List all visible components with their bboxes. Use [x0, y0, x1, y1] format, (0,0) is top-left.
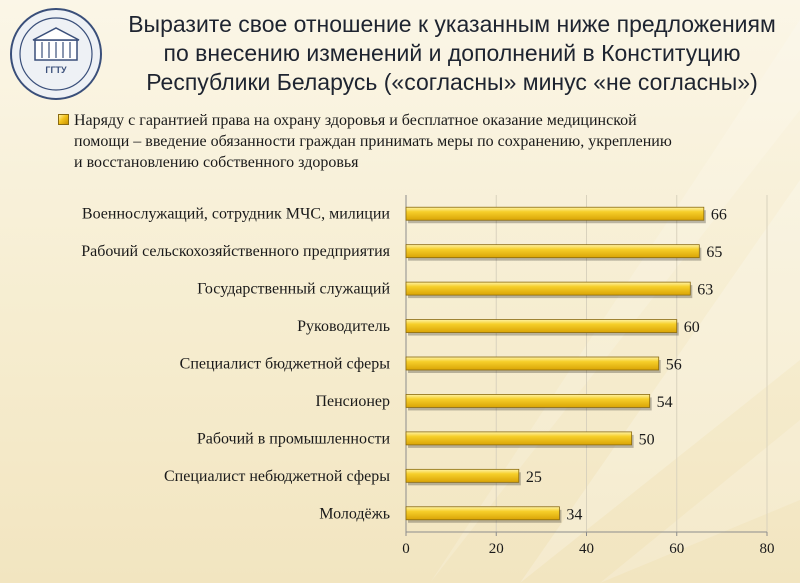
- legend-label: Наряду с гарантией права на охрану здоро…: [74, 110, 754, 173]
- logo-text: ГГТУ: [45, 65, 67, 75]
- title-line: Республики Беларусь («согласны» минус «н…: [146, 69, 758, 95]
- bar: [405, 281, 691, 296]
- title-line: Выразите свое отношение к указанным ниже…: [128, 11, 776, 37]
- category-label: Рабочий сельскохозяйственного предприяти…: [81, 243, 390, 260]
- category-label: Военнослужащий, сотрудник МЧС, милиции: [82, 206, 391, 223]
- data-label: 54: [657, 394, 673, 411]
- category-label: Руководитель: [297, 318, 390, 335]
- data-label: 66: [711, 207, 727, 224]
- data-label: 50: [639, 431, 655, 448]
- category-label: Рабочий в промышленности: [197, 430, 391, 447]
- legend-line: и восстановлению собственного здоровья: [74, 154, 359, 171]
- bar: [405, 206, 705, 221]
- title-line: по внесению изменений и дополнений в Кон…: [163, 40, 741, 66]
- data-label: 56: [666, 357, 682, 374]
- x-tick-label: 0: [402, 541, 410, 557]
- legend-marker: [58, 114, 69, 125]
- bar: [405, 431, 633, 446]
- data-label: 34: [566, 506, 582, 523]
- bar: [405, 394, 651, 408]
- x-tick-label: 20: [489, 541, 504, 557]
- bar: [405, 506, 560, 521]
- x-tick-label: 40: [579, 541, 594, 557]
- category-label: Государственный служащий: [197, 281, 390, 298]
- legend-line: помощи – введение обязанности граждан пр…: [74, 133, 672, 150]
- category-label: Специалист бюджетной сферы: [180, 356, 391, 373]
- bar: [405, 356, 660, 371]
- x-tick-label: 80: [760, 541, 775, 557]
- category-label: Пенсионер: [315, 393, 390, 410]
- bar: [405, 319, 678, 333]
- data-label: 63: [697, 282, 713, 299]
- university-emblem-icon: ГГТУ: [8, 6, 104, 102]
- bar: [405, 468, 520, 483]
- page-title: Выразите свое отношение к указанным ниже…: [112, 10, 792, 97]
- bar: [405, 244, 700, 259]
- data-label: 65: [706, 244, 722, 261]
- category-label: Специалист небюджетной сферы: [164, 468, 390, 485]
- data-label: 25: [526, 469, 542, 486]
- category-label: Молодёжь: [319, 505, 390, 522]
- legend-line: Наряду с гарантией права на охрану здоро…: [74, 112, 637, 129]
- data-label: 60: [684, 319, 700, 336]
- x-tick-label: 60: [669, 541, 684, 557]
